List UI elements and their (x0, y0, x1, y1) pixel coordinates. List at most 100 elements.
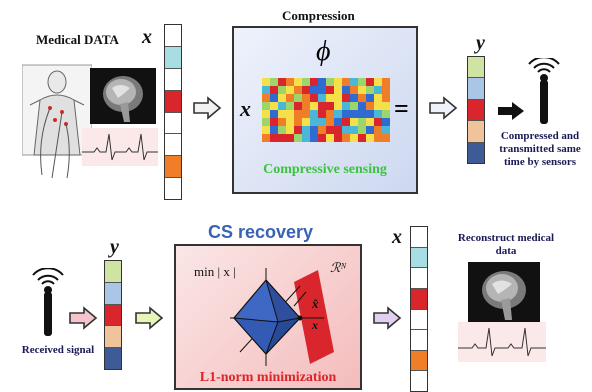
y-vector-top (467, 56, 485, 164)
matrix-cell (294, 86, 302, 94)
matrix-cell (278, 78, 286, 86)
vector-cell (411, 247, 427, 269)
arrow-right-icon (134, 306, 164, 335)
matrix-cell (318, 118, 326, 126)
matrix-cell (278, 102, 286, 110)
x-vector-top (164, 24, 182, 200)
matrix-cell (318, 94, 326, 102)
matrix-cell (342, 102, 350, 110)
matrix-cell (310, 94, 318, 102)
mri-brain-image (90, 68, 156, 124)
matrix-cell (334, 94, 342, 102)
matrix-cell (310, 134, 318, 142)
matrix-cell (334, 78, 342, 86)
matrix-cell (278, 86, 286, 94)
y-vector-bottom (104, 260, 122, 370)
vector-cell (105, 326, 121, 349)
min-expression: min | x | (194, 264, 236, 279)
vector-cell (165, 134, 181, 157)
matrix-cell (262, 126, 270, 134)
matrix-cell (270, 86, 278, 94)
matrix-cell (318, 134, 326, 142)
mri-brain-image (468, 262, 540, 322)
matrix-cell (278, 126, 286, 134)
l1-minimization-label: L1-norm minimization (199, 370, 337, 385)
matrix-cell (366, 102, 374, 110)
matrix-cell (382, 78, 390, 86)
antenna-transmit-icon (516, 56, 572, 133)
matrix-cell (374, 102, 382, 110)
matrix-cell (302, 126, 310, 134)
matrix-cell (270, 134, 278, 142)
ecg-waveform (82, 128, 158, 166)
matrix-cell (342, 110, 350, 118)
matrix-cell (342, 78, 350, 86)
matrix-cell (350, 118, 358, 126)
matrix-cell (366, 78, 374, 86)
matrix-cell (342, 126, 350, 134)
matrix-cell (262, 102, 270, 110)
matrix-cell (342, 134, 350, 142)
matrix-cell (358, 134, 366, 142)
vector-cell (105, 348, 121, 369)
vector-cell (468, 121, 484, 143)
compression-panel: ϕ x = Compressive sensing (232, 26, 418, 194)
arrow-right-icon (372, 306, 402, 335)
reconstruct-caption: Reconstruct medical data (457, 232, 555, 257)
matrix-cell (318, 126, 326, 134)
matrix-cell (358, 126, 366, 134)
matrix-cell (310, 126, 318, 134)
matrix-cell (342, 86, 350, 94)
matrix-cell (318, 78, 326, 86)
vector-cell (165, 25, 181, 47)
matrix-cell (302, 86, 310, 94)
matrix-cell (286, 94, 294, 102)
compressive-sensing-label: Compressive sensing (263, 162, 387, 177)
matrix-cell (286, 110, 294, 118)
matrix-cell (366, 110, 374, 118)
matrix-cell (358, 102, 366, 110)
transmit-caption: Compressed and transmitted same time by … (499, 130, 581, 168)
matrix-cell (358, 86, 366, 94)
matrix-cell (310, 110, 318, 118)
y-vector-label: y (476, 32, 485, 54)
x-hat-label: x̂ (312, 296, 319, 311)
matrix-cell (326, 94, 334, 102)
matrix-cell (382, 102, 390, 110)
matrix-cell (302, 134, 310, 142)
matrix-cell (366, 118, 374, 126)
matrix-cell (374, 134, 382, 142)
patient-illustration (21, 60, 93, 180)
matrix-cell (302, 118, 310, 126)
matrix-cell (286, 126, 294, 134)
x-vector-label: x (392, 226, 402, 248)
vector-cell (411, 350, 427, 372)
matrix-cell (326, 78, 334, 86)
matrix-cell (302, 94, 310, 102)
arrow-right-icon (428, 96, 458, 125)
matrix-cell (350, 86, 358, 94)
y-vector-label: y (110, 236, 119, 258)
matrix-cell (326, 86, 334, 94)
matrix-cell (374, 94, 382, 102)
vector-cell (165, 178, 181, 199)
matrix-cell (374, 126, 382, 134)
matrix-cell (374, 78, 382, 86)
matrix-cell (326, 134, 334, 142)
matrix-cell (262, 110, 270, 118)
matrix-cell (326, 110, 334, 118)
matrix-cell (294, 134, 302, 142)
vector-cell (411, 309, 427, 331)
vector-cell (468, 78, 484, 100)
matrix-cell (382, 110, 390, 118)
matrix-cell (286, 118, 294, 126)
phi-symbol: ϕ (316, 36, 331, 67)
matrix-cell (262, 86, 270, 94)
vector-cell (411, 288, 427, 310)
vector-cell (165, 112, 181, 135)
x-in-panel-label: x (240, 96, 251, 121)
sensing-matrix (262, 78, 390, 142)
matrix-cell (334, 102, 342, 110)
matrix-cell (326, 126, 334, 134)
matrix-cell (350, 126, 358, 134)
